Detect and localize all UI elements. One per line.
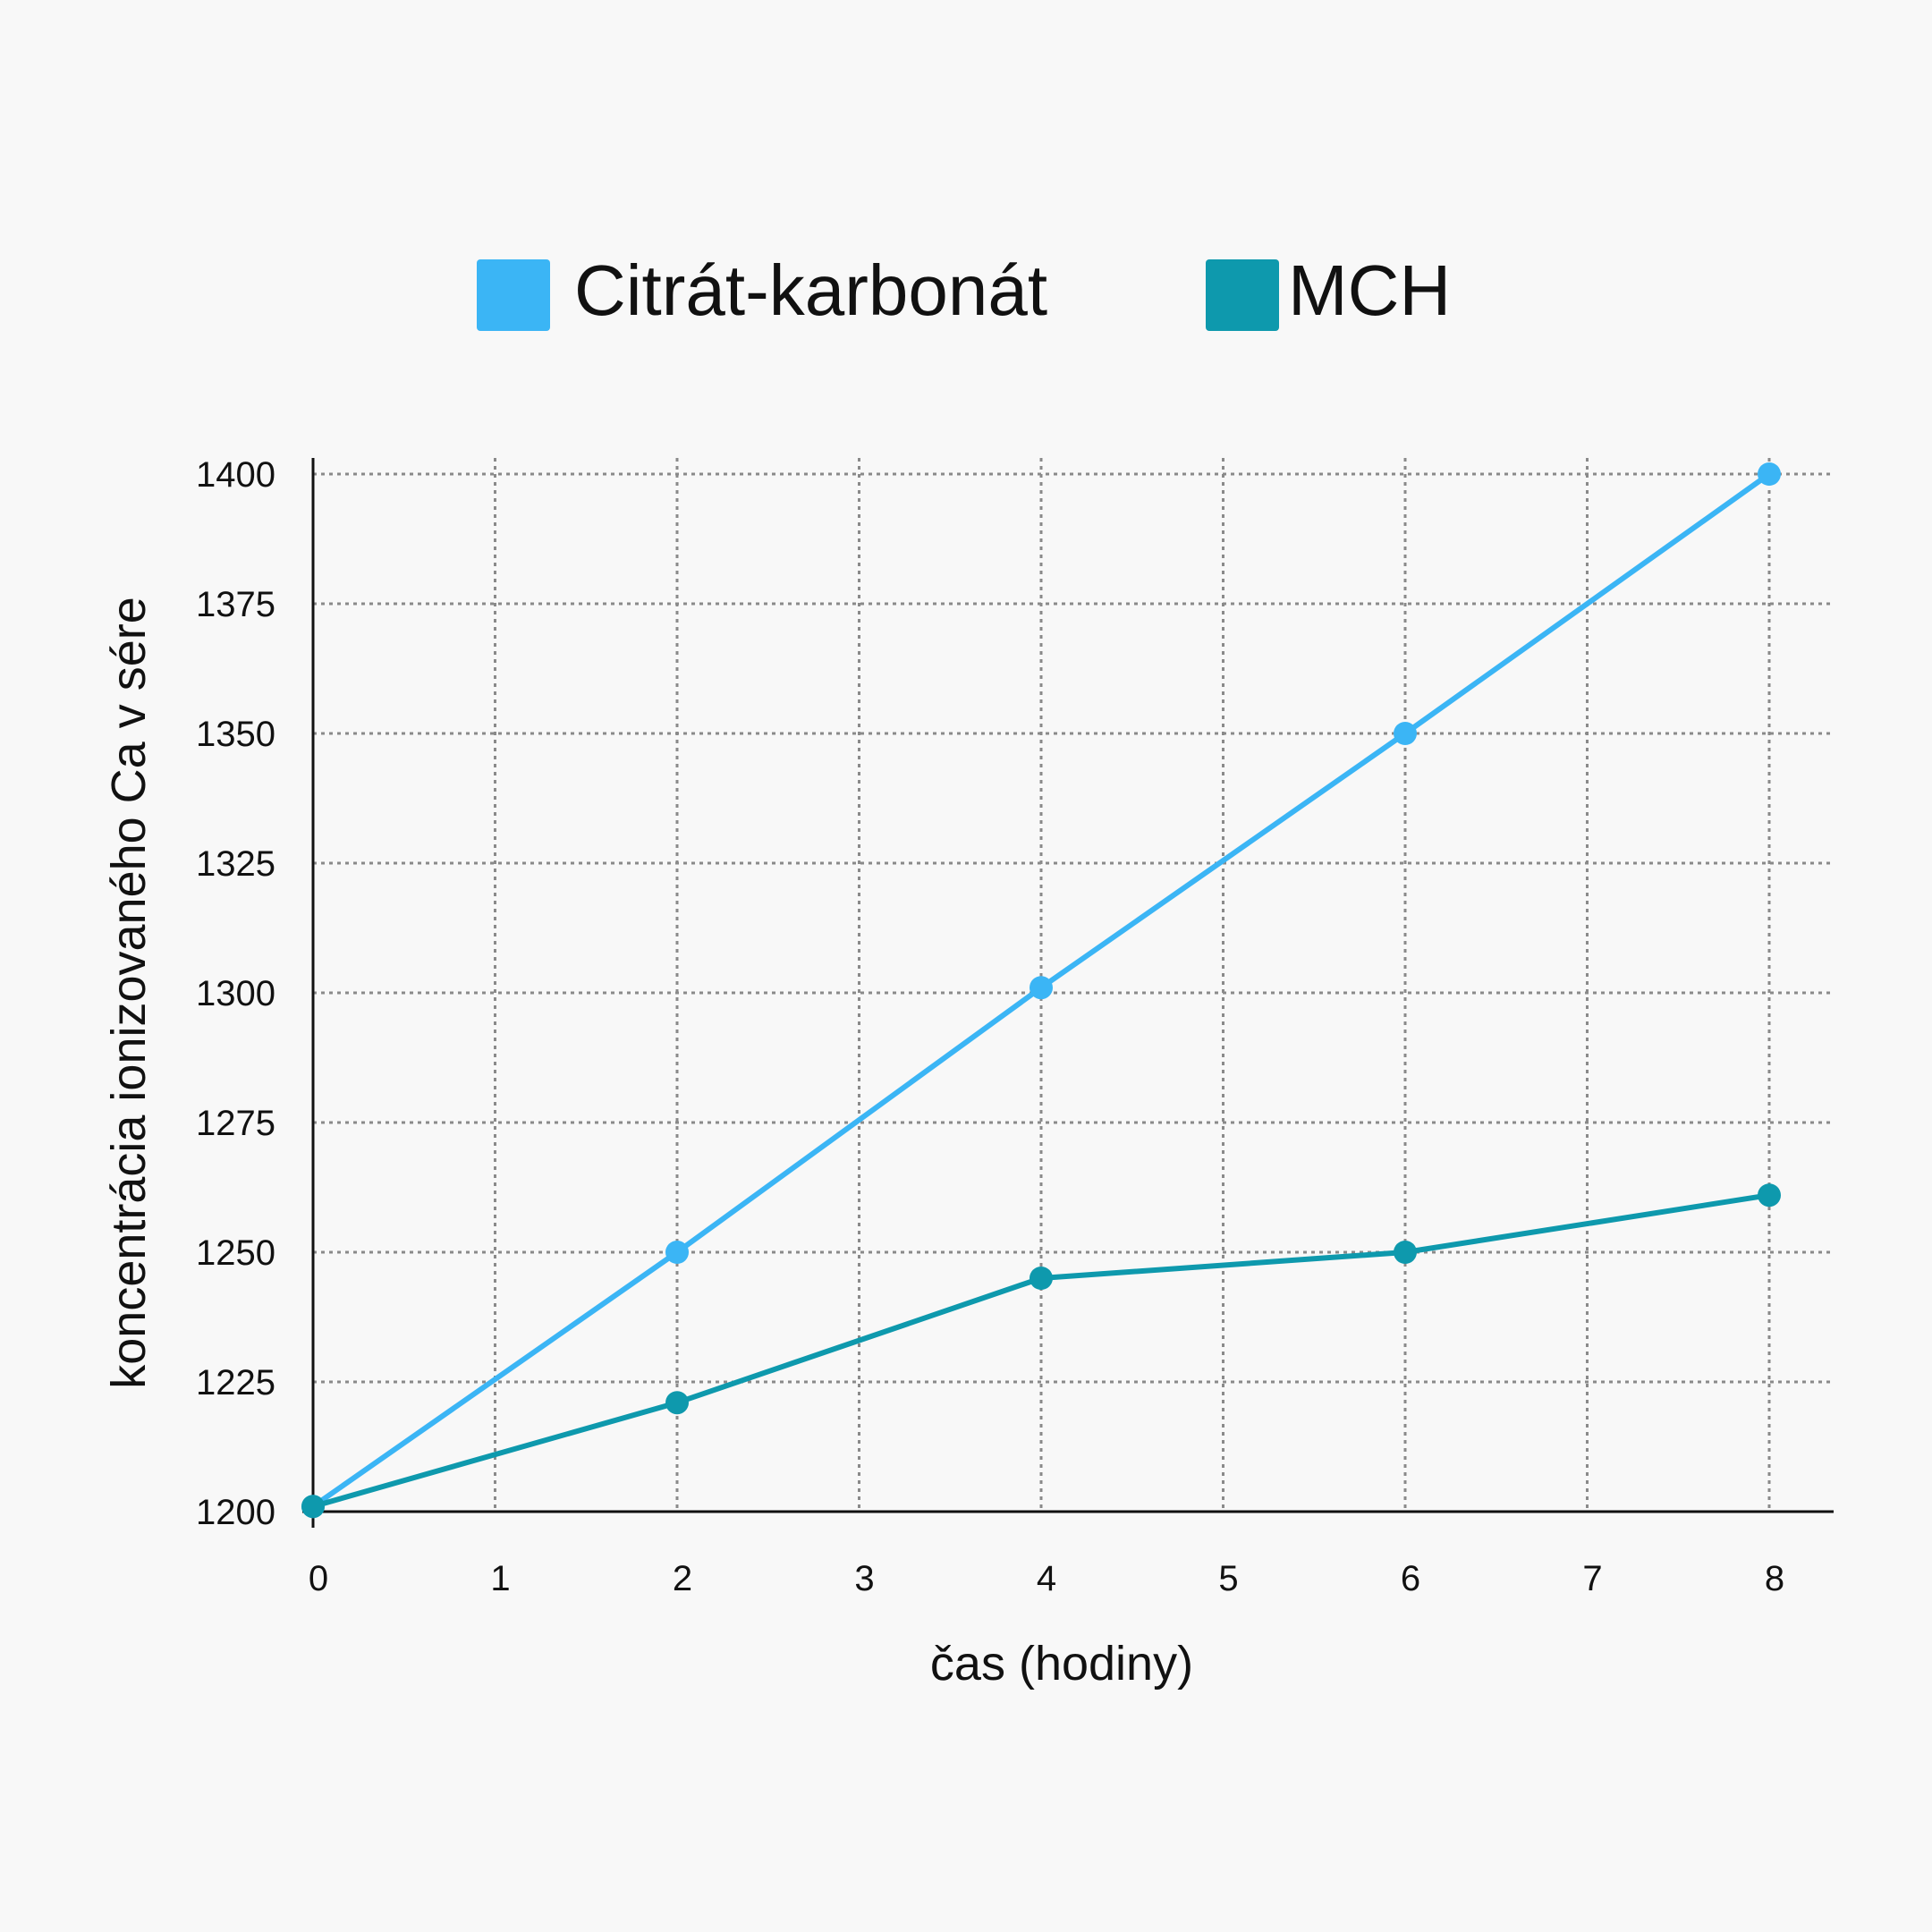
y-axis-title: koncentrácia ionizovaného Ca v sére: [102, 597, 156, 1389]
data-point-citrat-karbonat-4: [1030, 976, 1053, 1000]
y-tick-label-1300: 1300: [196, 974, 275, 1013]
x-tick-label-8: 8: [1765, 1559, 1784, 1598]
x-tick-label-1: 1: [490, 1559, 510, 1598]
y-tick-label-1375: 1375: [196, 585, 275, 624]
data-point-mch-2: [665, 1391, 689, 1415]
legend-label-mch: MCH: [1288, 250, 1451, 330]
y-tick-label-1250: 1250: [196, 1233, 275, 1273]
x-tick-label-3: 3: [854, 1559, 874, 1598]
gridlines: [313, 458, 1832, 1512]
x-tick-label-2: 2: [673, 1559, 692, 1598]
y-tick-label-1225: 1225: [196, 1363, 275, 1402]
legend-label-citrat-karbonat: Citrát-karbonát: [574, 250, 1047, 330]
data-point-citrat-karbonat-2: [665, 1241, 689, 1264]
data-point-mch-6: [1394, 1241, 1417, 1264]
x-tick-label-6: 6: [1401, 1559, 1420, 1598]
data-point-mch-0: [301, 1495, 325, 1519]
data-point-citrat-karbonat-8: [1758, 462, 1781, 486]
tick-labels: 1200 1225 1250 1275 1300 1325 1350 1375 1400 0 1 2 3…: [196, 455, 1784, 1598]
x-tick-label-4: 4: [1037, 1559, 1056, 1598]
y-tick-label-1275: 1275: [196, 1104, 275, 1143]
y-tick-label-1200: 1200: [196, 1493, 275, 1532]
axes: [302, 458, 1834, 1528]
x-tick-label-5: 5: [1218, 1559, 1238, 1598]
data-point-citrat-karbonat-6: [1394, 722, 1417, 745]
legend-swatch-citrat-karbonat: [477, 259, 550, 331]
y-tick-label-1400: 1400: [196, 455, 275, 495]
x-tick-label-7: 7: [1582, 1559, 1602, 1598]
y-tick-label-1325: 1325: [196, 844, 275, 884]
legend: Citrát-karbonát MCH: [477, 250, 1451, 331]
data-point-mch-4: [1030, 1267, 1053, 1290]
x-tick-label-0: 0: [309, 1559, 328, 1598]
y-tick-label-1350: 1350: [196, 715, 275, 754]
legend-swatch-mch: [1206, 259, 1279, 331]
x-axis-title: čas (hodiny): [930, 1637, 1193, 1690]
data-point-mch-8: [1758, 1183, 1781, 1208]
series-lines: [301, 462, 1781, 1519]
